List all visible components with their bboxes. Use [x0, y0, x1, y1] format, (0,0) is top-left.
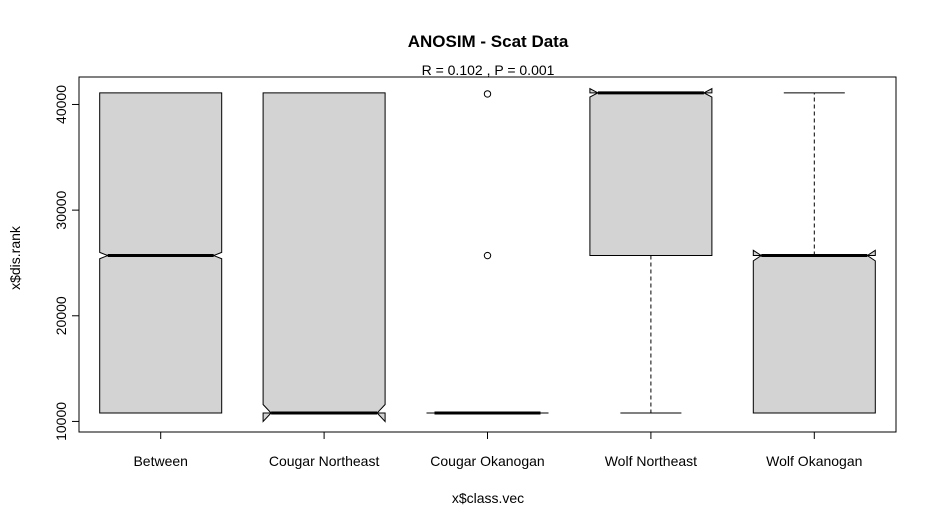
- plot-area: 10000 20000 30000 40000 Between Cougar Northe…: [53, 76, 897, 469]
- x-tick-label: Cougar Northeast: [269, 453, 380, 469]
- chart-subtitle: R = 0.102 , P = 0.001: [422, 62, 555, 78]
- x-tick-label: Between: [133, 453, 187, 469]
- y-tick-label: 10000: [53, 402, 69, 441]
- x-tick-label: Wolf Okanogan: [766, 453, 862, 469]
- x-tick-label: Wolf Northeast: [605, 453, 697, 469]
- y-tick-label: 30000: [53, 190, 69, 229]
- box: [589, 87, 713, 257]
- y-axis-label: x$dis.rank: [7, 225, 23, 290]
- y-tick-label: 20000: [53, 296, 69, 335]
- box: [99, 92, 223, 414]
- x-tick-label: Cougar Okanogan: [430, 453, 544, 469]
- x-axis-label: x$class.vec: [452, 490, 524, 506]
- box: [262, 92, 386, 423]
- y-tick-label: 40000: [53, 85, 69, 124]
- box: [752, 249, 876, 414]
- outlier-point: [483, 251, 492, 260]
- chart-title: ANOSIM - Scat Data: [408, 32, 569, 51]
- outlier-point: [483, 90, 492, 98]
